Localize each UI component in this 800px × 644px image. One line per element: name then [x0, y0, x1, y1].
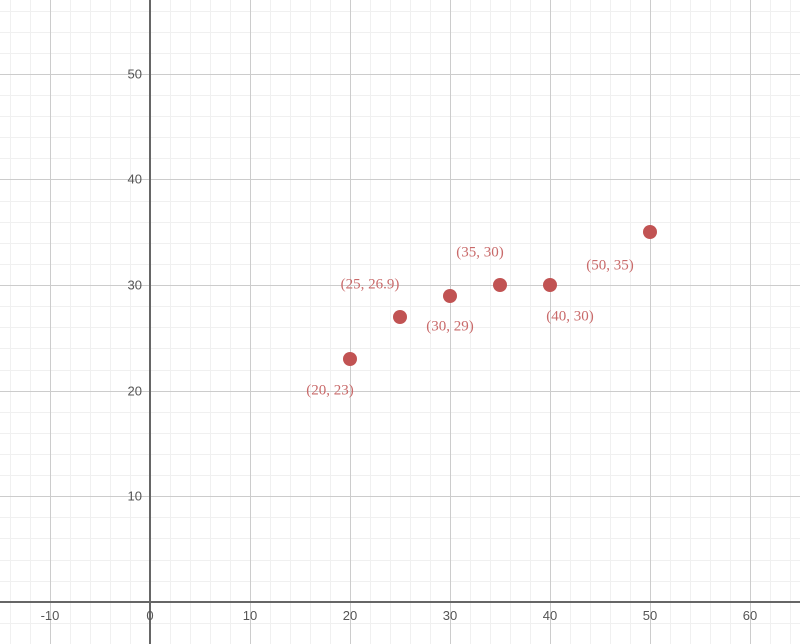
minor-grid-v — [410, 0, 411, 644]
minor-grid-v — [310, 0, 311, 644]
minor-grid-v — [270, 0, 271, 644]
data-point — [393, 310, 407, 324]
major-grid-v — [650, 0, 651, 644]
data-point — [543, 278, 557, 292]
y-tick-label: 40 — [128, 172, 142, 187]
minor-grid-h — [0, 475, 800, 476]
x-tick-label: 40 — [543, 608, 557, 623]
x-tick-label: 0 — [146, 608, 153, 623]
minor-grid-h — [0, 327, 800, 328]
major-grid-v — [250, 0, 251, 644]
minor-grid-v — [110, 0, 111, 644]
minor-grid-h — [0, 348, 800, 349]
major-grid-h — [0, 74, 800, 75]
major-grid-h — [0, 391, 800, 392]
minor-grid-h — [0, 116, 800, 117]
x-tick-label: 10 — [243, 608, 257, 623]
minor-grid-h — [0, 243, 800, 244]
major-grid-h — [0, 285, 800, 286]
minor-grid-v — [490, 0, 491, 644]
minor-grid-v — [790, 0, 791, 644]
major-grid-v — [350, 0, 351, 644]
y-tick-label: 20 — [128, 383, 142, 398]
data-point-label: (25, 26.9) — [341, 277, 400, 294]
minor-grid-h — [0, 412, 800, 413]
minor-grid-v — [330, 0, 331, 644]
minor-grid-v — [130, 0, 131, 644]
minor-grid-v — [710, 0, 711, 644]
minor-grid-v — [70, 0, 71, 644]
minor-grid-h — [0, 11, 800, 12]
minor-grid-h — [0, 95, 800, 96]
major-grid-v — [750, 0, 751, 644]
minor-grid-v — [770, 0, 771, 644]
minor-grid-v — [190, 0, 191, 644]
minor-grid-h — [0, 222, 800, 223]
data-point — [443, 289, 457, 303]
data-point-label: (20, 23) — [306, 382, 354, 399]
y-tick-label: 30 — [128, 278, 142, 293]
minor-grid-h — [0, 264, 800, 265]
y-tick-label: 50 — [128, 66, 142, 81]
x-tick-label: 20 — [343, 608, 357, 623]
minor-grid-v — [510, 0, 511, 644]
data-point-label: (30, 29) — [426, 319, 474, 336]
major-grid-v — [50, 0, 51, 644]
minor-grid-v — [730, 0, 731, 644]
major-grid-h — [0, 179, 800, 180]
minor-grid-v — [230, 0, 231, 644]
minor-grid-v — [610, 0, 611, 644]
minor-grid-v — [690, 0, 691, 644]
minor-grid-h — [0, 201, 800, 202]
y-tick-label: 10 — [128, 489, 142, 504]
x-tick-label: 30 — [443, 608, 457, 623]
minor-grid-h — [0, 623, 800, 624]
minor-grid-v — [670, 0, 671, 644]
minor-grid-h — [0, 370, 800, 371]
minor-grid-v — [210, 0, 211, 644]
major-grid-h — [0, 496, 800, 497]
minor-grid-h — [0, 137, 800, 138]
x-tick-label: 50 — [643, 608, 657, 623]
minor-grid-h — [0, 306, 800, 307]
data-point — [643, 225, 657, 239]
minor-grid-h — [0, 53, 800, 54]
data-point-label: (40, 30) — [546, 308, 594, 325]
scatter-chart: -10 0 10 20 30 40 50 60 10 20 30 40 50 (20, 23) (25, 2… — [0, 0, 800, 644]
minor-grid-h — [0, 32, 800, 33]
data-point — [493, 278, 507, 292]
minor-grid-h — [0, 517, 800, 518]
minor-grid-h — [0, 454, 800, 455]
data-point-label: (35, 30) — [456, 245, 504, 262]
minor-grid-h — [0, 158, 800, 159]
minor-grid-v — [30, 0, 31, 644]
minor-grid-v — [370, 0, 371, 644]
x-tick-label: 60 — [743, 608, 757, 623]
data-point — [343, 352, 357, 366]
x-tick-label: -10 — [41, 608, 60, 623]
minor-grid-v — [90, 0, 91, 644]
y-axis — [149, 0, 151, 644]
minor-grid-v — [530, 0, 531, 644]
minor-grid-v — [630, 0, 631, 644]
x-axis — [0, 601, 800, 603]
minor-grid-v — [10, 0, 11, 644]
minor-grid-v — [170, 0, 171, 644]
minor-grid-h — [0, 433, 800, 434]
minor-grid-h — [0, 560, 800, 561]
minor-grid-h — [0, 581, 800, 582]
data-point-label: (50, 35) — [586, 258, 634, 275]
minor-grid-v — [290, 0, 291, 644]
minor-grid-h — [0, 538, 800, 539]
minor-grid-v — [390, 0, 391, 644]
